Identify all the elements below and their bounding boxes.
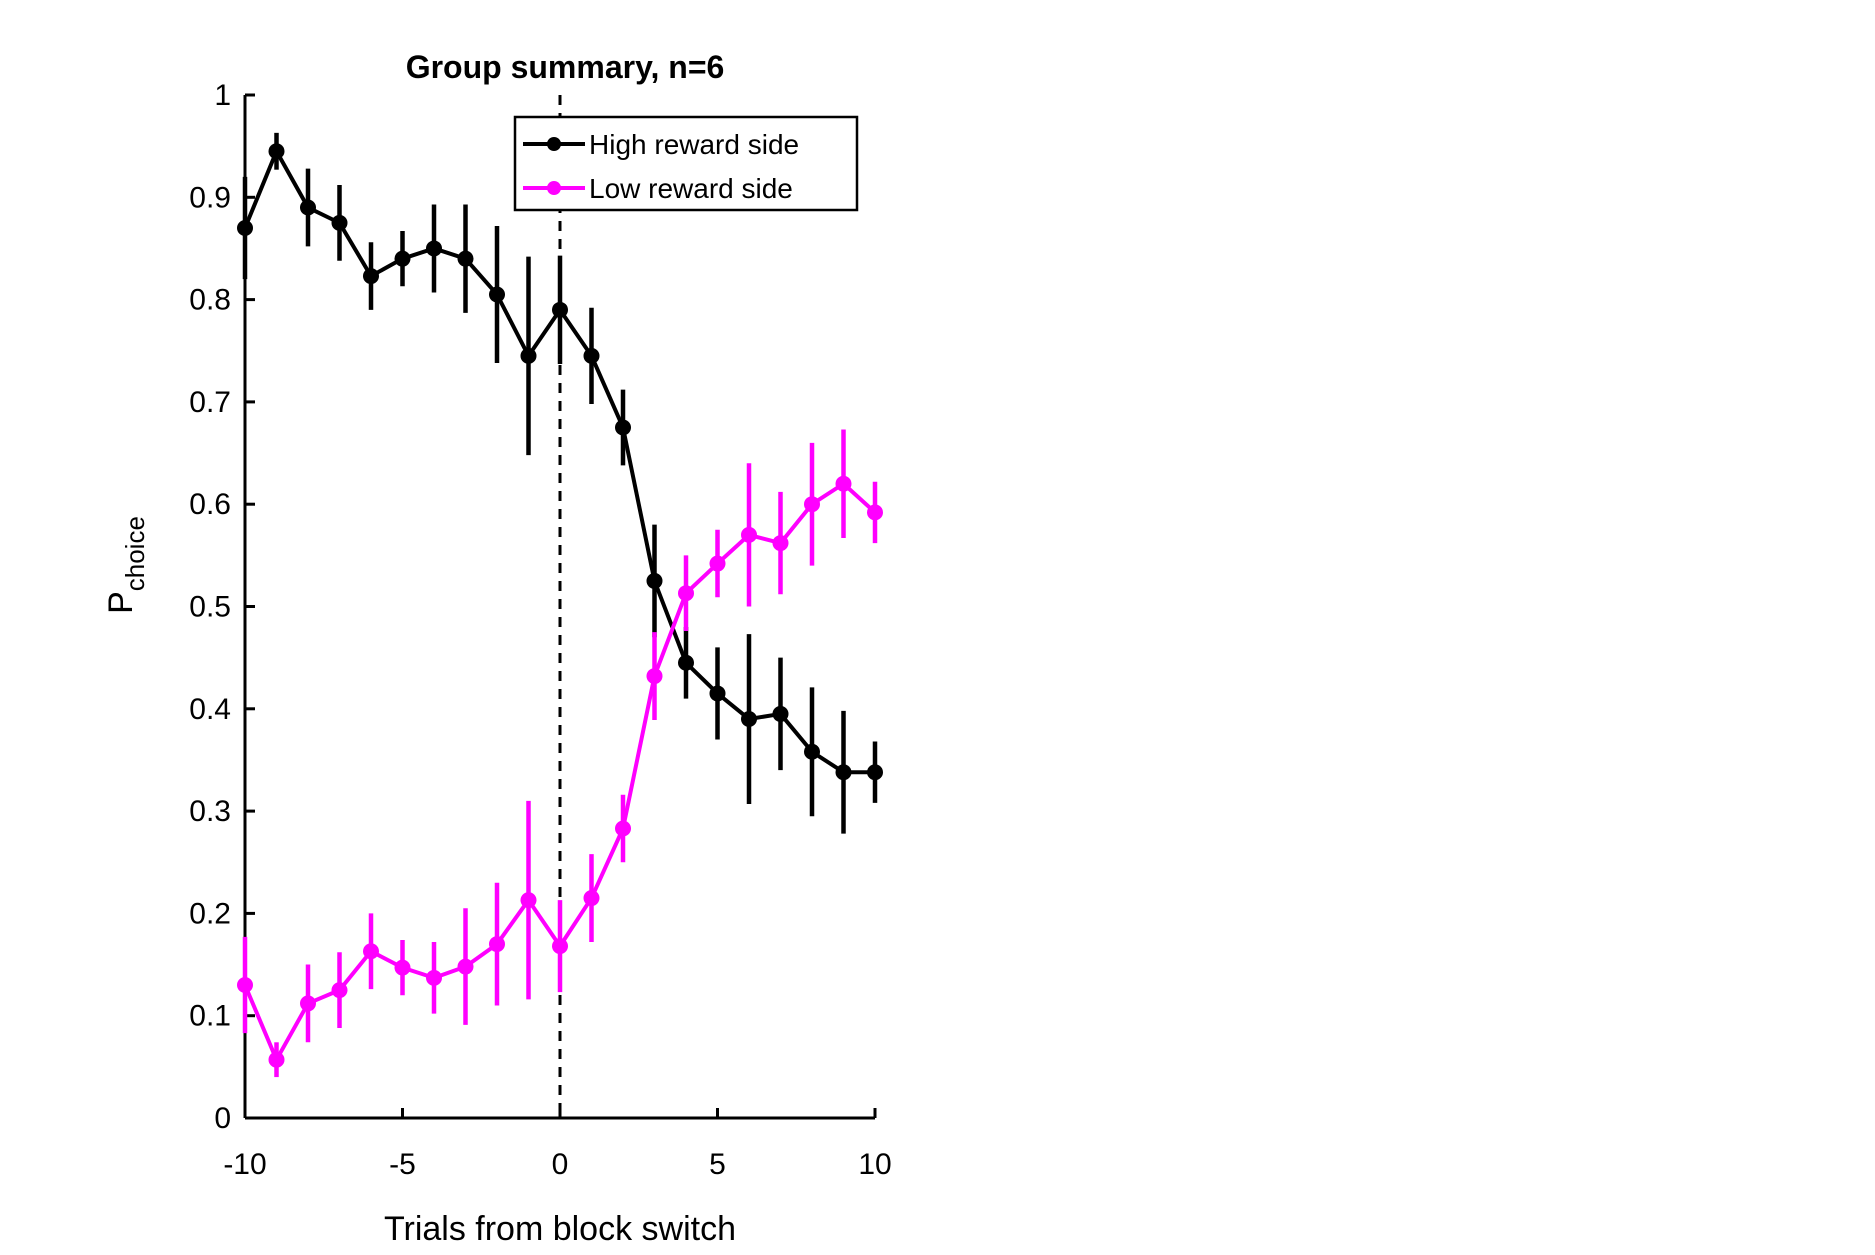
data-point (237, 219, 253, 236)
data-point (709, 685, 726, 702)
x-tick-label: 5 (709, 1148, 726, 1181)
data-point (489, 936, 505, 953)
data-point (426, 969, 442, 986)
data-point (804, 496, 820, 513)
y-axis-label-main: P (102, 591, 140, 614)
x-tick-label: 10 (858, 1148, 891, 1181)
y-tick-label: 0.2 (189, 897, 231, 930)
data-point (268, 143, 285, 160)
data-point (457, 250, 474, 267)
data-point (835, 475, 852, 492)
data-point (331, 982, 348, 999)
data-point (804, 743, 820, 760)
x-tick-label: -10 (223, 1148, 266, 1181)
data-point (300, 995, 316, 1012)
data-point (583, 890, 600, 907)
y-tick-label: 0.5 (189, 591, 231, 624)
data-point (772, 705, 789, 722)
data-point (394, 959, 411, 976)
legend-box (513, 115, 859, 212)
data-point (520, 347, 537, 364)
y-tick-label: 0.9 (189, 181, 231, 214)
data-point (835, 764, 852, 781)
legend-label-high-reward: High reward side (589, 129, 799, 160)
data-point (363, 943, 379, 960)
x-tick-label: -5 (389, 1148, 416, 1181)
data-point (363, 268, 379, 285)
data-point (520, 892, 537, 909)
data-point (867, 504, 883, 521)
legend: High reward side Low reward side (513, 115, 859, 212)
data-point (237, 977, 253, 994)
data-point (646, 668, 663, 685)
data-point (741, 526, 757, 543)
legend-marker-low-reward (547, 181, 561, 195)
y-tick-label: 0.7 (189, 386, 231, 419)
legend-marker-high-reward (547, 137, 561, 151)
data-point (457, 958, 474, 975)
data-point (394, 250, 411, 267)
data-point (268, 1051, 285, 1068)
data-point (678, 654, 694, 671)
y-tick-label: 0.6 (189, 488, 231, 521)
data-point (300, 199, 316, 216)
data-point (615, 419, 631, 436)
data-point (709, 555, 726, 572)
y-tick-label: 0 (214, 1102, 231, 1135)
data-point (552, 301, 568, 318)
x-tick-label: 0 (552, 1148, 569, 1181)
y-tick-label: 0.4 (189, 693, 231, 726)
y-tick-label: 0.8 (189, 284, 231, 317)
series-group (237, 429, 883, 1078)
data-point (426, 240, 442, 257)
legend-label-low-reward: Low reward side (589, 173, 793, 204)
data-point (867, 764, 883, 781)
y-axis-label-group: Pchoice (102, 516, 150, 614)
data-point (583, 347, 600, 364)
series-group (237, 132, 883, 834)
data-point (646, 572, 663, 589)
data-point (552, 938, 568, 955)
series-layer (237, 132, 883, 1078)
chart-title: Group summary, n=6 (406, 49, 725, 85)
x-axis-label: Trials from block switch (384, 1210, 736, 1248)
data-point (741, 711, 757, 728)
data-point (678, 585, 694, 602)
data-point (489, 286, 505, 303)
data-point (331, 214, 348, 231)
data-point (615, 820, 631, 837)
y-tick-label: 1 (214, 79, 231, 112)
axes: 0 0.1 0.2 0.3 0.4 0.5 0.6 0.7 0.8 0.9 1 -10 -5 0 5 10 (189, 79, 891, 1181)
y-tick-label: 0.3 (189, 795, 231, 828)
data-point (772, 535, 789, 552)
y-tick-label: 0.1 (189, 1000, 231, 1033)
y-axis-label-subscript: choice (120, 516, 150, 591)
y-axis-label: Pchoice (102, 516, 150, 614)
